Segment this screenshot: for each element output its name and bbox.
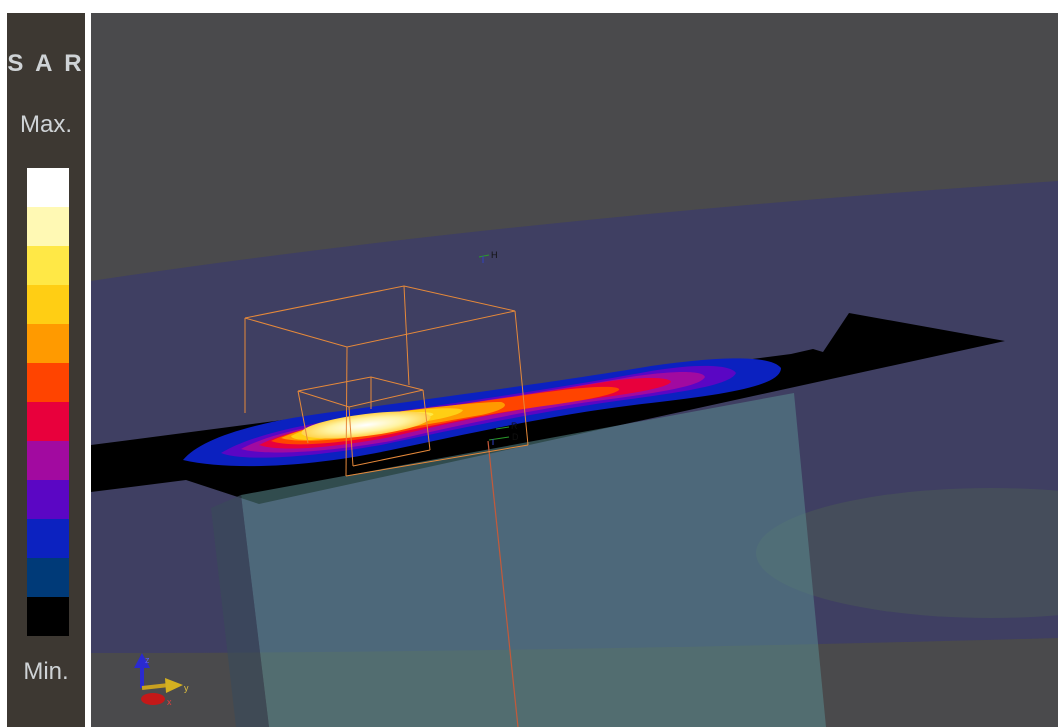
svg-text:D: D (512, 432, 519, 442)
legend-title: S A R (7, 50, 85, 77)
axis-z-head (134, 653, 150, 668)
phantom-block (241, 393, 826, 727)
phantom-ellipse-shadow (756, 488, 1058, 618)
legend-max-label: Max. (19, 111, 72, 138)
colorbar-band-8 (27, 480, 69, 519)
marker-h: H (478, 250, 498, 263)
axis-z-label: z (145, 655, 150, 665)
colorbar-band-2 (27, 246, 69, 285)
axis-x-head (141, 693, 165, 705)
marker-r: R (495, 421, 518, 431)
sar-colorbar (27, 168, 69, 636)
colorbar-band-6 (27, 402, 69, 441)
colorbar-band-1 (27, 207, 69, 246)
axis-y-shaft (141, 683, 170, 690)
svg-text:H: H (491, 250, 498, 260)
sar-distribution (183, 358, 781, 467)
probe-line (487, 440, 519, 727)
colorbar-band-9 (27, 519, 69, 558)
axis-x-label: x (167, 697, 172, 707)
axis-y-label: y (184, 683, 189, 693)
phantom-block-side (211, 495, 269, 727)
axis-y-head (165, 678, 183, 693)
legend-min-label: Min. (23, 658, 69, 685)
scan-box-small (297, 376, 431, 467)
svg-text:R: R (511, 421, 518, 431)
orientation-gizmo[interactable]: z y x (134, 653, 189, 707)
colorbar-band-0 (27, 168, 69, 207)
colorbar-band-5 (27, 363, 69, 402)
scan-box-large (244, 285, 529, 477)
marker-d: D (488, 432, 519, 445)
sar-peak (301, 411, 431, 439)
colorbar-band-11 (27, 597, 69, 636)
scene-svg[interactable]: H R D z y x (91, 13, 1058, 727)
3d-viewport[interactable]: H R D z y x (91, 13, 1058, 727)
colorbar-band-7 (27, 441, 69, 480)
colorbar-band-4 (27, 324, 69, 363)
colorbar-band-3 (27, 285, 69, 324)
sar-legend-panel: S A R Max. Min. (7, 13, 85, 727)
colorbar-band-10 (27, 558, 69, 597)
